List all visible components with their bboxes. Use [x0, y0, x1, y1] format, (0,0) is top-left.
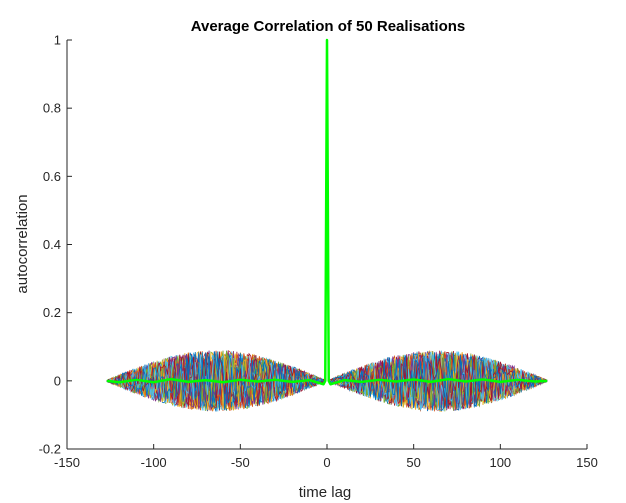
y-tick-label: 0.8: [43, 101, 61, 116]
x-axis-label: time lag: [299, 484, 352, 501]
average-series: [106, 38, 548, 386]
x-tick-label: -150: [54, 455, 80, 470]
y-tick-label: 0.4: [43, 237, 61, 252]
y-tick-label: 1: [54, 33, 61, 48]
y-tick-label: 0.6: [43, 169, 61, 184]
x-tick-label: 150: [576, 455, 598, 470]
x-tick-label: 0: [323, 455, 330, 470]
y-tick-label: -0.2: [39, 442, 61, 457]
x-tick-label: -100: [141, 455, 167, 470]
average-line: [106, 38, 548, 386]
x-axis-ticks: -150 -100 -50 0 50 100 150: [54, 444, 598, 470]
y-tick-label: 0.2: [43, 305, 61, 320]
y-axis-label: autocorrelation: [14, 194, 31, 293]
y-tick-label: 0: [54, 373, 61, 388]
x-tick-label: -50: [231, 455, 250, 470]
chart-title: Average Correlation of 50 Realisations: [191, 18, 466, 35]
x-tick-label: 100: [489, 455, 511, 470]
x-tick-label: 50: [406, 455, 420, 470]
y-axis-ticks: -0.2 0 0.2 0.4 0.6 0.8 1: [39, 33, 72, 457]
